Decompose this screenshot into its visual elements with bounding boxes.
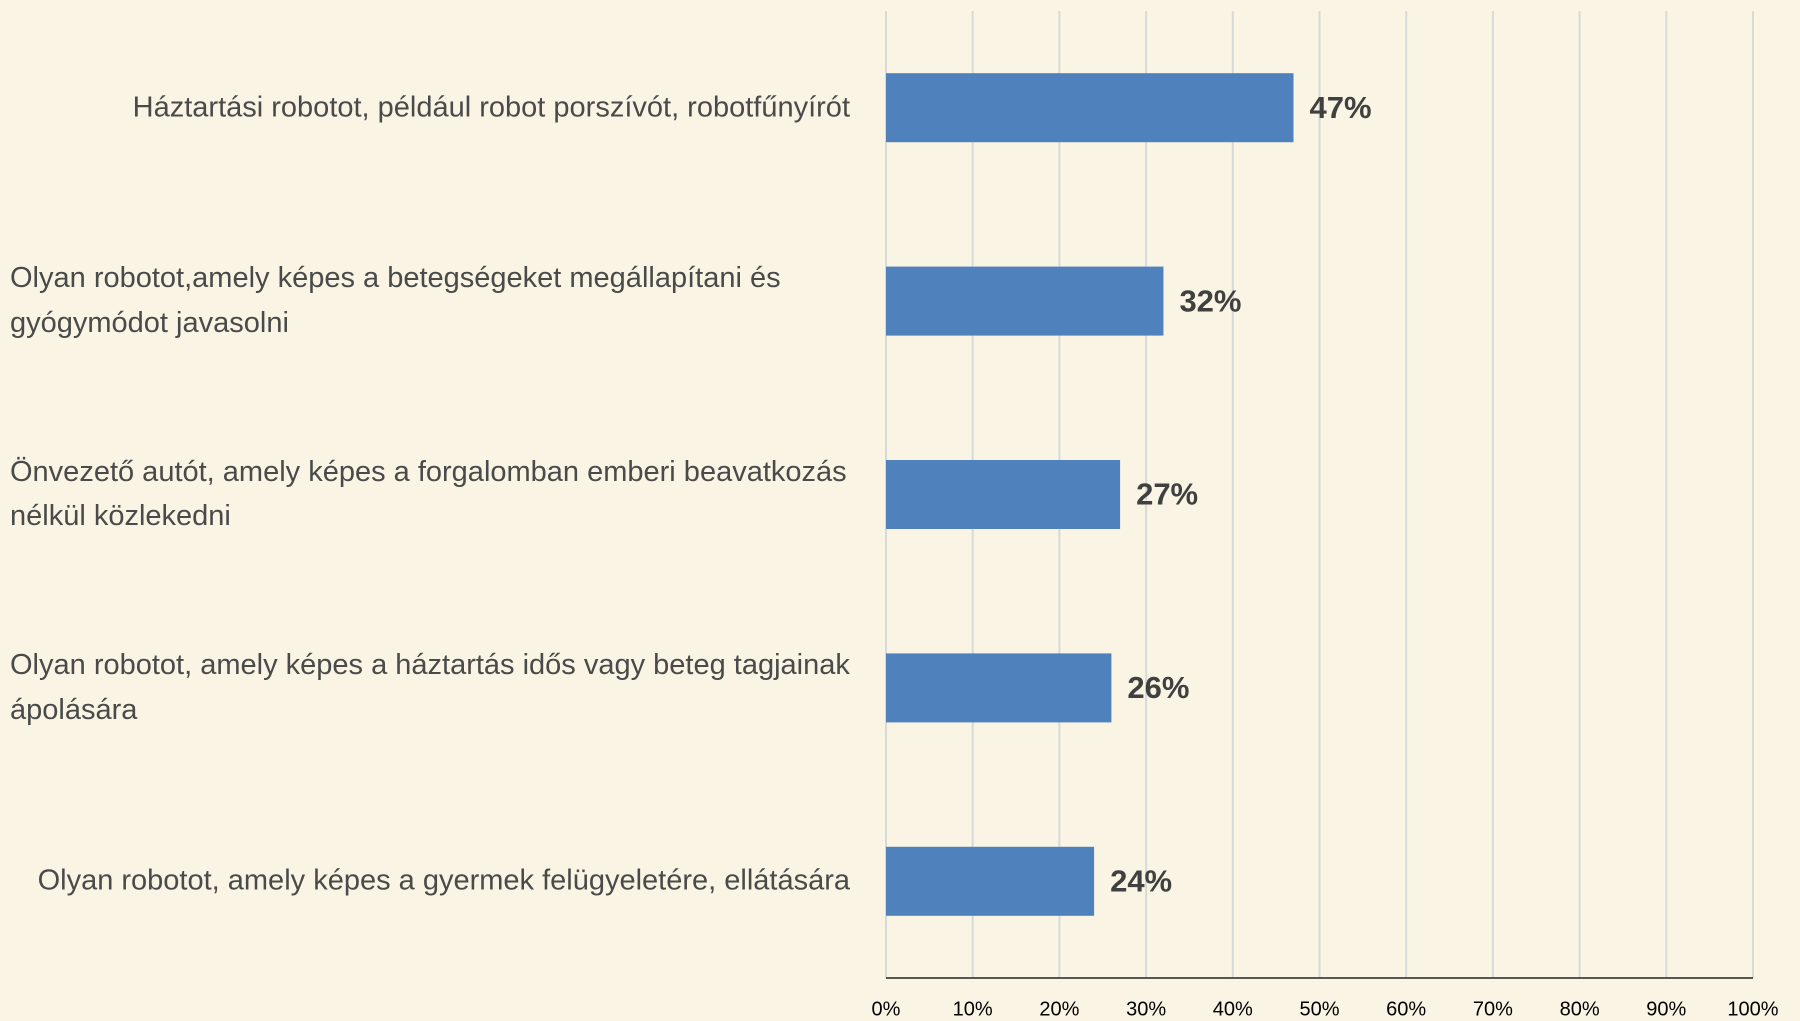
- value-label: 27%: [1136, 477, 1198, 512]
- x-tick-label: 20%: [1039, 998, 1079, 1020]
- value-label: 24%: [1110, 863, 1172, 898]
- value-label: 47%: [1309, 90, 1371, 125]
- x-tick-label: 50%: [1299, 998, 1339, 1020]
- x-tick-label: 30%: [1126, 998, 1166, 1020]
- category-label: Olyan robotot,amely képes a betegségeket…: [10, 262, 781, 340]
- x-tick-label: 60%: [1386, 998, 1426, 1020]
- x-tick-label: 70%: [1473, 998, 1513, 1020]
- category-label: Olyan robotot, amely képes a gyermek fel…: [37, 864, 850, 897]
- category-label: Olyan robotot, amely képes a háztartás i…: [10, 648, 850, 726]
- bar: [886, 266, 1164, 336]
- category-label: Háztartási robotot, például robot porszí…: [132, 91, 850, 124]
- x-tick-label: 0%: [872, 998, 901, 1020]
- x-tick-label: 90%: [1646, 998, 1686, 1020]
- category-label: Önvezető autót, amely képes a forgalomba…: [10, 455, 847, 533]
- x-tick-label: 100%: [1727, 998, 1778, 1020]
- x-tick-label: 80%: [1560, 998, 1600, 1020]
- bar: [886, 73, 1294, 143]
- value-label: 26%: [1127, 670, 1189, 705]
- x-tick-label: 10%: [953, 998, 993, 1020]
- bar: [886, 846, 1095, 916]
- value-label: 32%: [1179, 283, 1241, 318]
- x-tick-label: 40%: [1213, 998, 1253, 1020]
- bar: [886, 460, 1121, 529]
- bar: [886, 653, 1112, 723]
